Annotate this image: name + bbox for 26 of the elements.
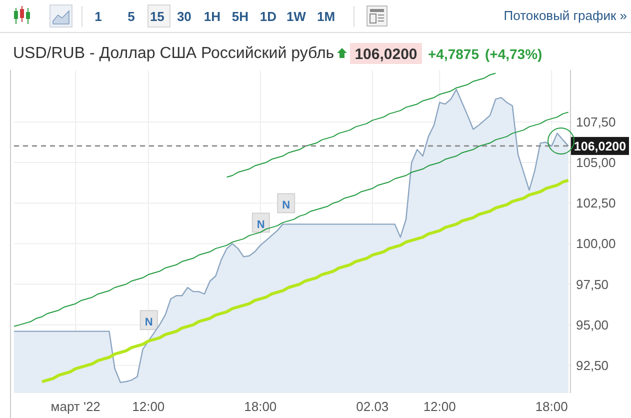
- y-tick-label: 97,50: [576, 276, 609, 292]
- x-tick-label: 02.03: [356, 399, 389, 414]
- x-tick-label: 18:00: [244, 399, 277, 414]
- text: +4,7875: [428, 46, 480, 62]
- y-tick-label: 102,50: [576, 196, 616, 211]
- y-tick-label: 92,50: [576, 358, 609, 373]
- annotation: N: [282, 200, 290, 212]
- text: 1 5 15 30 1H 5H 1D 1W 1M: [94, 9, 336, 24]
- line-series: [14, 112, 569, 327]
- y-tick-label: 95,00: [576, 317, 609, 332]
- x-tick-label: 12:00: [423, 399, 456, 414]
- chart-title: USD/RUB - Доллар США Российский рубль: [13, 45, 334, 62]
- text: 106,0200: [354, 46, 418, 63]
- line-series: [40, 178, 570, 384]
- annotation: N: [144, 316, 153, 329]
- x-tick-label: 18:00: [535, 399, 568, 414]
- ref-line-label: 106,0200: [574, 139, 626, 154]
- text: Потоковый график »: [504, 8, 627, 23]
- line-series: [226, 72, 496, 178]
- x-tick-label: 12:00: [132, 399, 165, 414]
- x-tick-label: март '22: [50, 399, 100, 414]
- annotation: N: [256, 219, 265, 232]
- y-tick-label: 107,50: [576, 114, 616, 130]
- y-tick-label: 105,00: [576, 155, 616, 170]
- text: (+4,73%): [485, 46, 542, 62]
- y-tick-label: 100,00: [576, 236, 616, 252]
